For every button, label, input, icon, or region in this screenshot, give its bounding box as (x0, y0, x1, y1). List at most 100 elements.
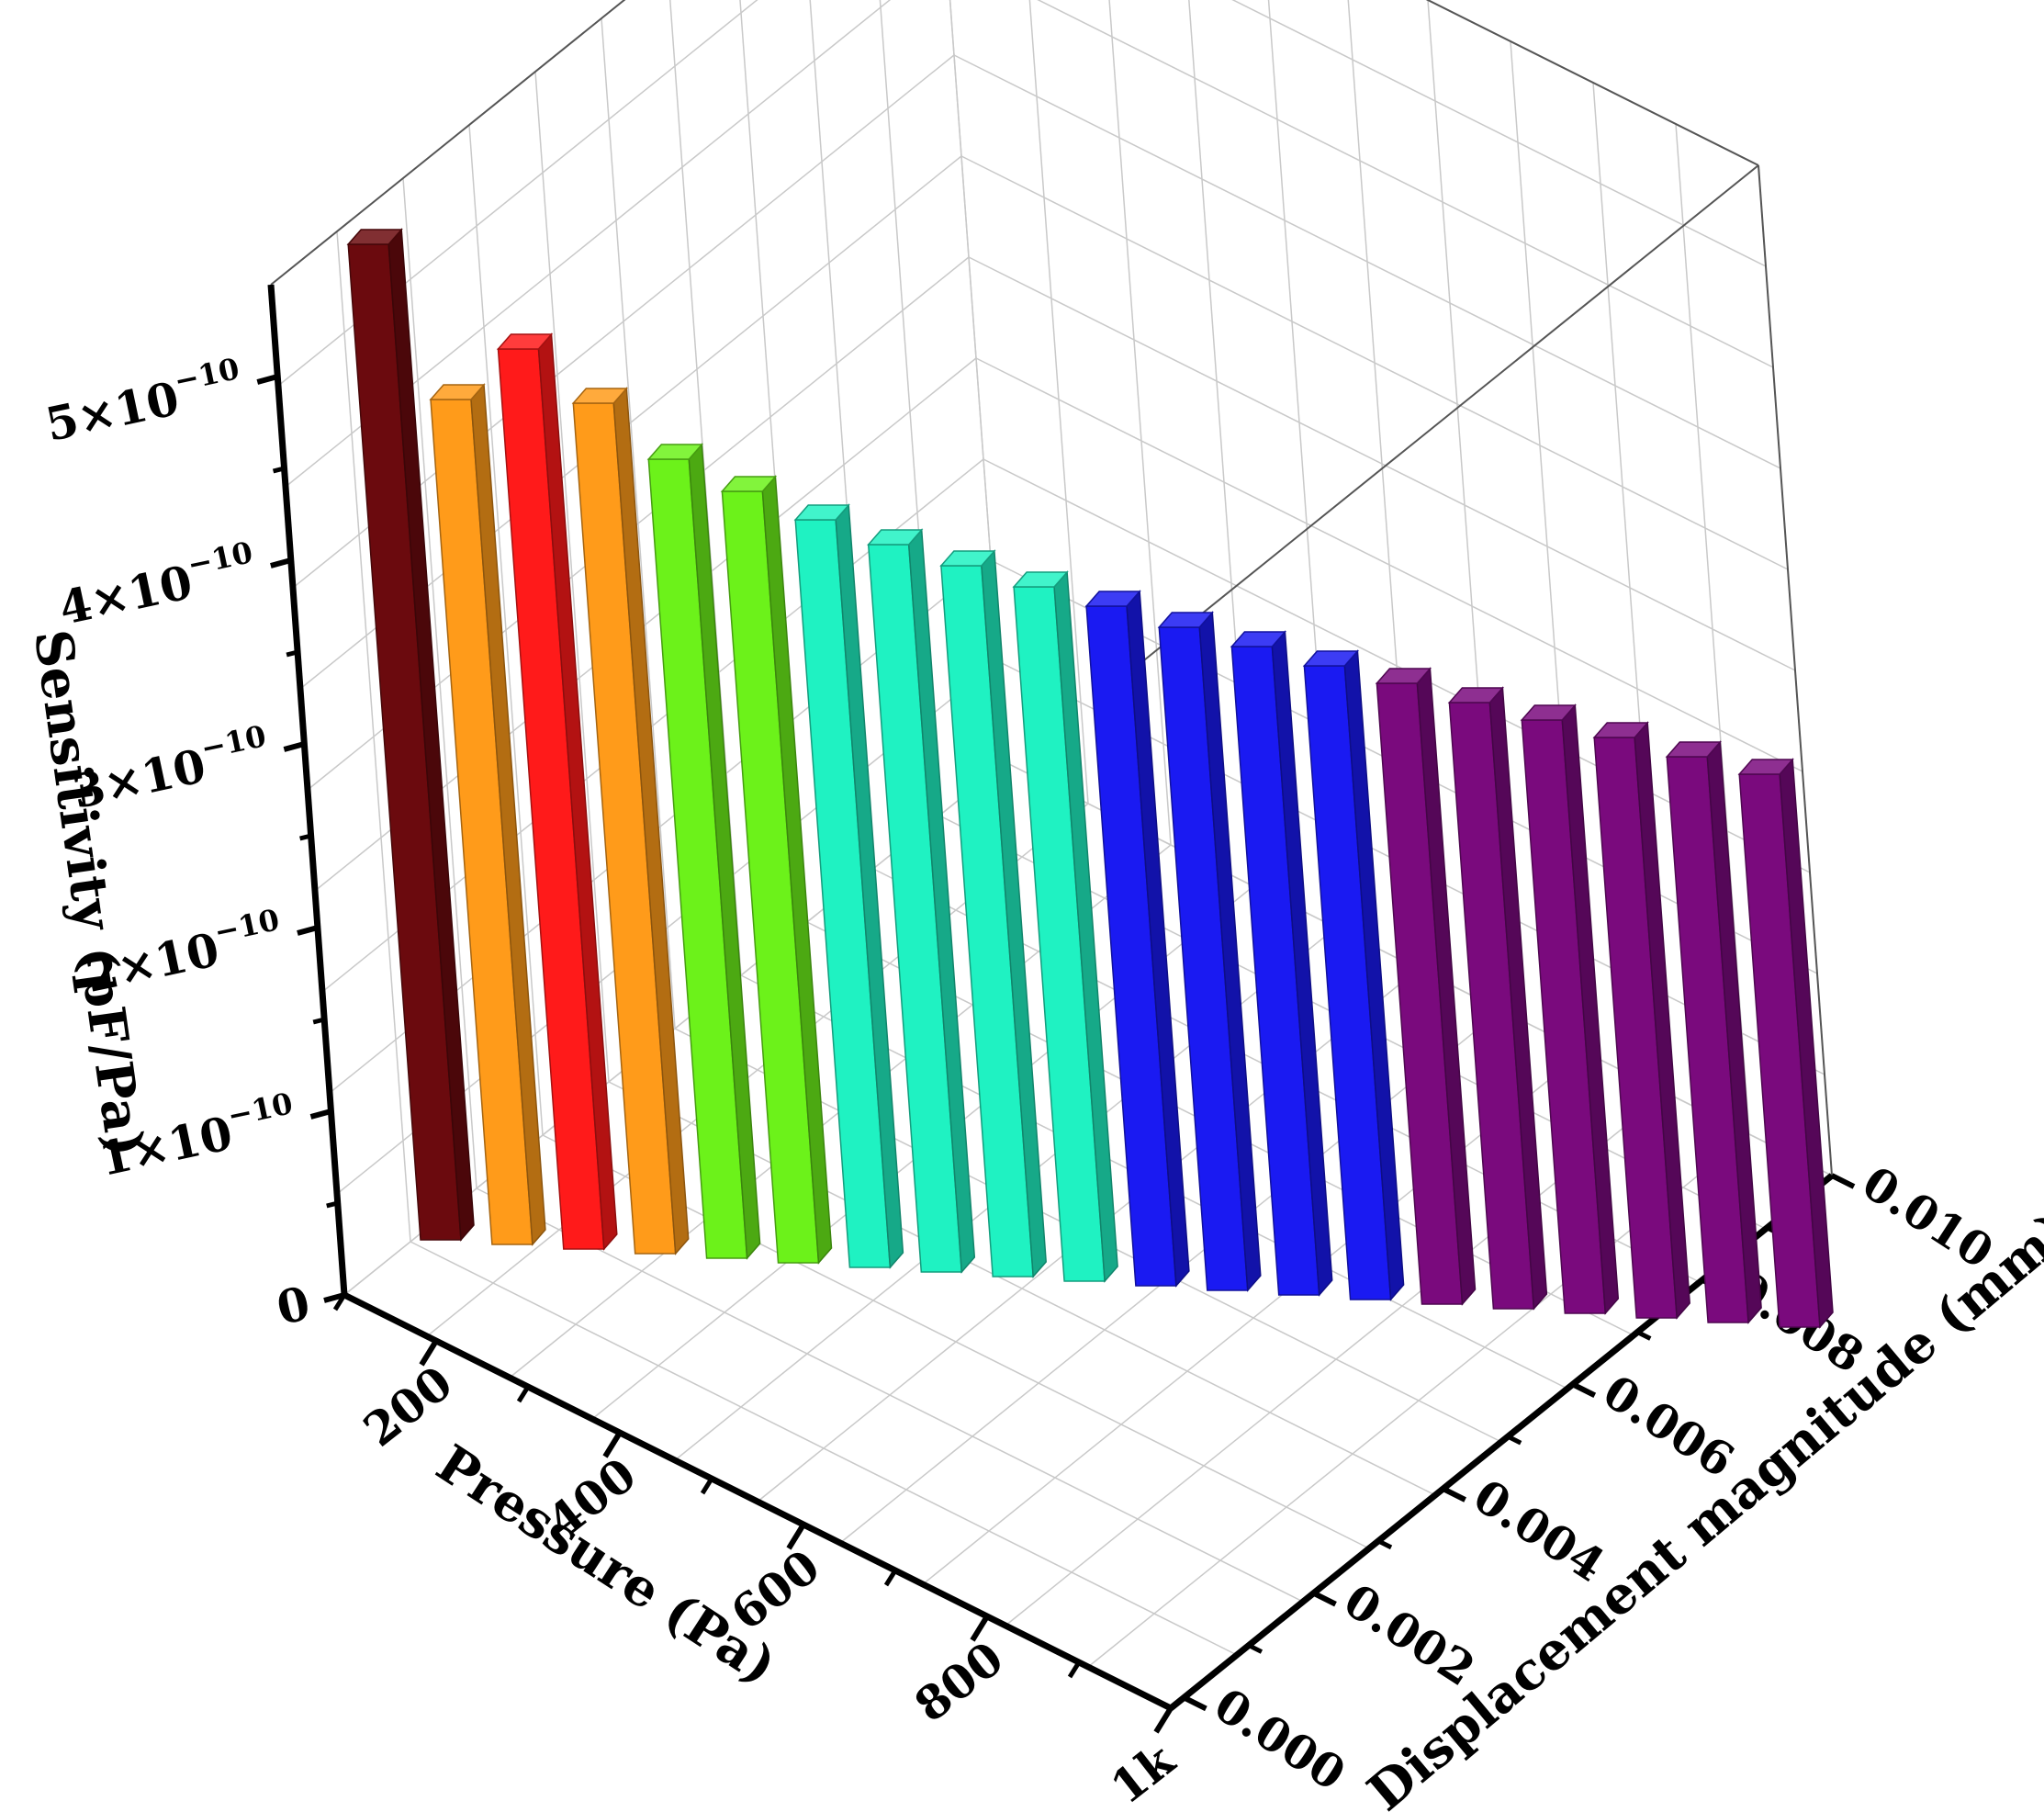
bar-top-face (1084, 591, 1141, 607)
x-major-tick (970, 1615, 990, 1642)
z-minor-tick (312, 1017, 325, 1025)
x-minor-tick (516, 1385, 531, 1403)
z-tick-exponent: −10 (185, 535, 256, 582)
y-major-tick (1442, 1486, 1466, 1502)
y-tick-label: 0.002 (1334, 1573, 1484, 1697)
x-major-tick (602, 1431, 623, 1458)
grid-line (1426, 0, 1759, 166)
bar (1447, 686, 1548, 1311)
z-tick-base: 0 (272, 1276, 314, 1335)
bar (1737, 758, 1834, 1329)
bar (646, 443, 761, 1260)
bar (793, 503, 904, 1269)
bar (429, 383, 546, 1246)
y-major-tick (1312, 1591, 1337, 1607)
bar-top-face (1157, 612, 1214, 628)
y-major-tick (1183, 1694, 1207, 1712)
bar-top-face (571, 388, 628, 404)
bar (1302, 649, 1405, 1301)
y-minor-tick (1507, 1434, 1522, 1446)
frame-edge (270, 0, 626, 286)
z-tick-exponent: −10 (211, 902, 283, 950)
z-minor-tick (272, 466, 286, 474)
bar (1665, 740, 1762, 1324)
bar-top-face (1665, 741, 1722, 758)
bar-top-face (1737, 759, 1794, 775)
z-tick-exponent: −10 (171, 351, 242, 399)
bar-top-face (1302, 650, 1360, 667)
y-tick-label: 0.000 (1205, 1677, 1354, 1801)
z-tick-label: 5×10−10 (39, 351, 248, 452)
bar (1230, 630, 1333, 1297)
x-tick-label: 1k (1101, 1732, 1185, 1812)
bar-top-face (1375, 668, 1432, 684)
frame-edge (1129, 164, 1759, 672)
bar-top-face (429, 384, 486, 400)
z-major-tick (323, 1292, 345, 1303)
y-minor-tick (1636, 1330, 1652, 1341)
z-axis-line (267, 284, 348, 1296)
grid-line (1037, 0, 1774, 368)
grid-line (960, 155, 1789, 570)
z-axis-title: Sensitivity (pF/Pa) (22, 626, 156, 1160)
x-tick-label: 800 (904, 1631, 1014, 1733)
z-tick-exponent: −10 (224, 1086, 296, 1133)
z-tick-base: 4×10 (54, 555, 197, 636)
bar (571, 387, 690, 1255)
z-minor-tick (299, 833, 312, 841)
bar-top-face (793, 504, 850, 521)
z-tick-label: 4×10−10 (53, 535, 262, 636)
frame-edge (1758, 164, 1833, 1176)
bar-top-face (1012, 571, 1069, 588)
z-major-tick (309, 1109, 332, 1120)
bar-top-face (646, 444, 703, 460)
y-minor-tick (1376, 1538, 1393, 1550)
y-major-tick (1830, 1173, 1856, 1189)
z-minor-tick (286, 649, 298, 658)
z-major-tick (256, 374, 279, 385)
z-tick-exponent: −10 (197, 718, 269, 766)
bar (1375, 667, 1477, 1306)
z-major-tick (297, 925, 319, 936)
frame-edge (1425, 0, 1759, 166)
bar (346, 228, 475, 1242)
z-major-tick (270, 557, 292, 568)
y-minor-tick (1247, 1643, 1263, 1654)
bar-top-face (939, 550, 996, 567)
bar-top-face (720, 476, 778, 492)
bar (1592, 721, 1690, 1320)
bar-top-face (1520, 704, 1577, 721)
bar-top-face (867, 529, 924, 546)
z-tick-label: 0 (272, 1276, 314, 1335)
z-minor-tick (326, 1200, 339, 1209)
x-major-tick (419, 1339, 439, 1367)
bar (1084, 590, 1190, 1288)
bar-layer (346, 228, 1834, 1329)
bar (1012, 570, 1118, 1283)
z-tick-base: 5×10 (41, 371, 184, 452)
x-major-tick (786, 1523, 806, 1550)
bar (496, 332, 618, 1251)
x-tick-label: 200 (354, 1356, 463, 1457)
x-minor-tick (883, 1569, 898, 1587)
grid-line (968, 256, 1796, 671)
z-major-tick (283, 741, 306, 752)
bar (720, 475, 833, 1265)
x-axis-line (343, 1291, 1173, 1712)
x-minor-tick (1067, 1660, 1082, 1679)
bar-top-face (1447, 687, 1505, 703)
bar (867, 528, 976, 1274)
x-minor-tick (700, 1477, 714, 1495)
bar (1520, 703, 1620, 1315)
bar-top-face (1230, 631, 1287, 647)
bar-top-face (1592, 722, 1649, 738)
x-minor-tick (332, 1293, 347, 1311)
grid-line (922, 1051, 1585, 1585)
grid-line (1231, 0, 1767, 267)
bar (1157, 611, 1262, 1292)
y-tick-label: 0.004 (1464, 1469, 1613, 1593)
x-major-tick (1153, 1706, 1174, 1734)
bar (939, 549, 1047, 1278)
grid-line (953, 54, 1781, 469)
